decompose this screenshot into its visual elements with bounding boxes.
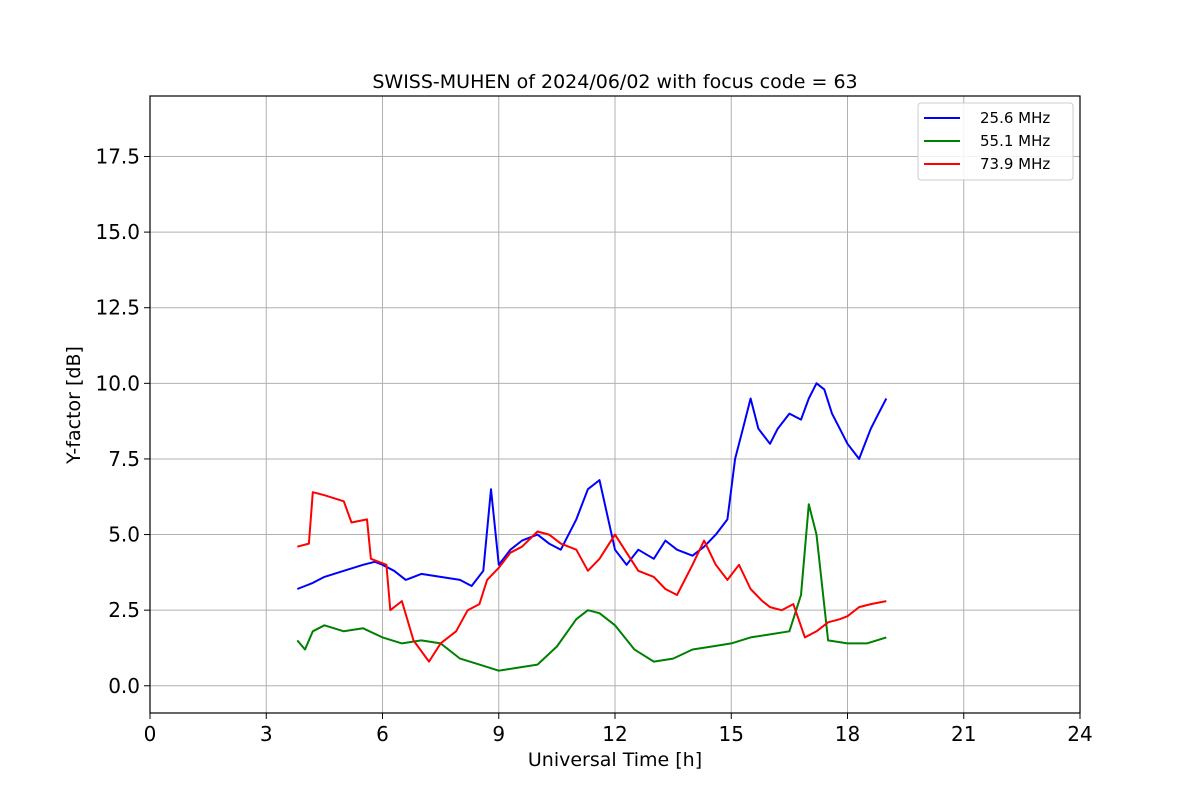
series-line-3 <box>297 491 887 663</box>
axis-ticks: 0 3 6 9 12 15 18 21 24 0.0 2.5 5.0 7.5 10.0 12.5 15.0 17… <box>95 144 1092 746</box>
legend-box <box>917 102 1074 181</box>
x-tick-label: 0 <box>144 722 157 746</box>
legend-label-2: 55.1 MHz <box>980 132 1050 150</box>
y-tick-label: 2.5 <box>108 598 140 622</box>
y-tick-label: 7.5 <box>108 447 140 471</box>
legend-label-1: 25.6 MHz <box>980 109 1050 127</box>
y-tick-label: 15.0 <box>95 220 140 244</box>
y-tick-label: 5.0 <box>108 523 140 547</box>
x-tick-label: 6 <box>376 722 389 746</box>
y-tick-label: 17.5 <box>95 144 140 168</box>
series-line-1 <box>296 382 888 590</box>
y-axis-label: Y-factor [dB] <box>63 346 85 465</box>
x-tick-label: 24 <box>1067 722 1092 746</box>
x-tick-label: 18 <box>835 722 860 746</box>
y-tick-label: 0.0 <box>108 674 140 698</box>
legend: 25.6 MHz 55.1 MHz 73.9 MHz <box>917 102 1074 181</box>
x-tick-label: 3 <box>260 722 273 746</box>
x-tick-label: 21 <box>951 722 976 746</box>
series-layer <box>296 382 888 672</box>
x-axis-label: Universal Time [h] <box>528 749 702 771</box>
x-tick-label: 12 <box>602 722 627 746</box>
x-tick-label: 9 <box>492 722 505 746</box>
legend-label-3: 73.9 MHz <box>980 155 1050 173</box>
x-tick-label: 15 <box>719 722 744 746</box>
y-tick-label: 12.5 <box>95 296 140 320</box>
chart-title: SWISS-MUHEN of 2024/06/02 with focus cod… <box>372 71 857 93</box>
y-tick-label: 10.0 <box>95 371 140 395</box>
series-line-2 <box>296 503 887 672</box>
